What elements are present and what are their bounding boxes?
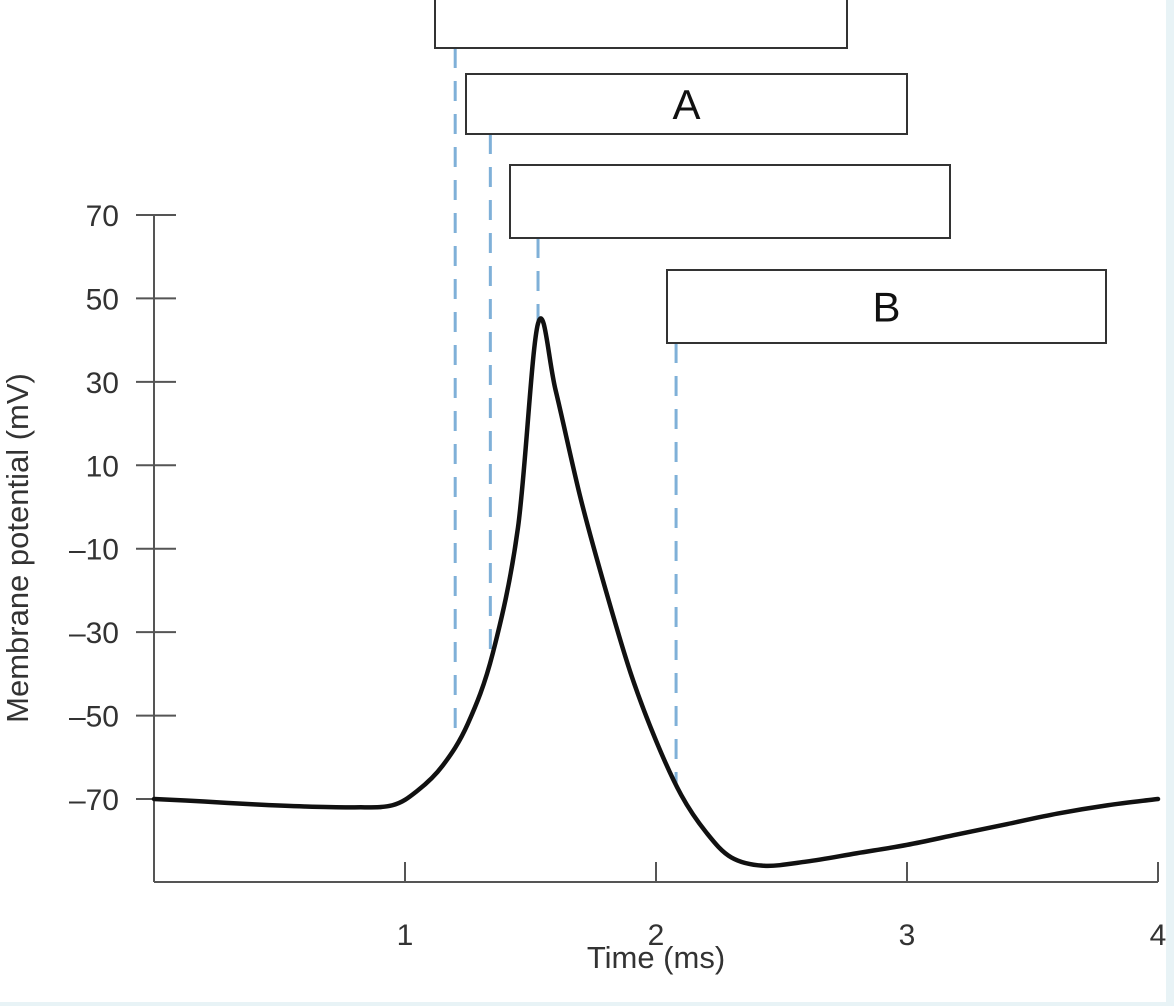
- x-ticks: 1 2 3 4: [397, 862, 1167, 952]
- x-axis-title: Time (ms): [587, 940, 725, 975]
- y-ticks: 70 50 30 10 –10 –30 –50 –70: [69, 200, 176, 817]
- label-box-letter: A: [672, 81, 700, 128]
- bottom-border-strip: [0, 1002, 1174, 1006]
- y-tick-label: –10: [69, 534, 119, 567]
- y-tick-label: –50: [69, 701, 119, 734]
- label-box: [666, 269, 1107, 344]
- right-border-strip: [1166, 0, 1174, 1006]
- label-box: [434, 0, 848, 49]
- membrane-potential-trace: [151, 316, 1161, 869]
- label-box-letter: B: [872, 284, 900, 331]
- x-tick-label: 2: [648, 919, 665, 952]
- label-box: [465, 73, 908, 135]
- y-tick-label: –70: [69, 784, 119, 817]
- label-boxes: AB: [434, 0, 1107, 344]
- guide-lines: [453, 48, 678, 787]
- x-tick-label: 4: [1150, 919, 1167, 952]
- y-tick-label: 30: [86, 367, 119, 400]
- y-tick-label: 50: [86, 283, 119, 316]
- label-box: [509, 164, 951, 239]
- y-tick-label: 70: [86, 200, 119, 233]
- y-tick-label: 10: [86, 450, 119, 483]
- y-axis-title: Membrane potential (mV): [0, 373, 35, 723]
- x-tick-label: 3: [899, 919, 916, 952]
- x-tick-label: 1: [397, 919, 414, 952]
- y-tick-label: –30: [69, 617, 119, 650]
